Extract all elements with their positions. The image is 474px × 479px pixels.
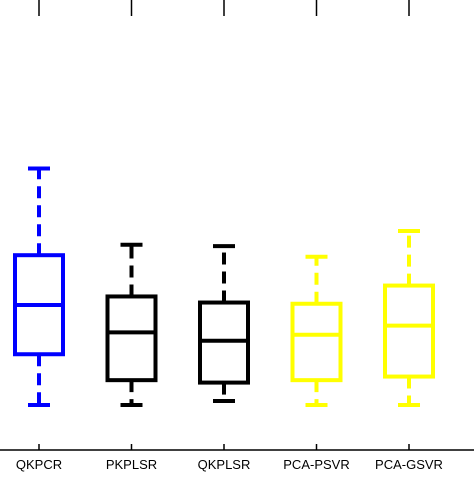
box-qkplsr: [198, 244, 250, 404]
x-tick-label-qkplsr: QKPLSR: [198, 457, 251, 472]
iqr-box: [383, 283, 435, 379]
x-tick-label-qkpcr: QKPCR: [16, 457, 62, 472]
x-tick-label-pca-gsvr: PCA-GSVR: [375, 457, 443, 472]
x-tick-label-pkplsr: PKPLSR: [106, 457, 157, 472]
box-pca-psvr: [290, 254, 343, 407]
iqr-box: [105, 294, 158, 383]
box-qkpcr: [13, 166, 65, 407]
axes: [0, 0, 474, 451]
box-pkplsr: [105, 242, 158, 407]
boxes: [13, 166, 435, 407]
iqr-box: [290, 301, 343, 383]
box-pca-gsvr: [383, 228, 435, 407]
x-tick-label-pca-psvr: PCA-PSVR: [283, 457, 349, 472]
